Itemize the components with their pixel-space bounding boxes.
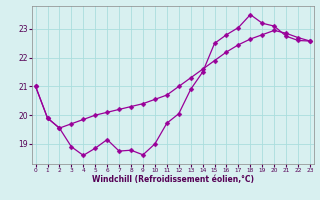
X-axis label: Windchill (Refroidissement éolien,°C): Windchill (Refroidissement éolien,°C)	[92, 175, 254, 184]
